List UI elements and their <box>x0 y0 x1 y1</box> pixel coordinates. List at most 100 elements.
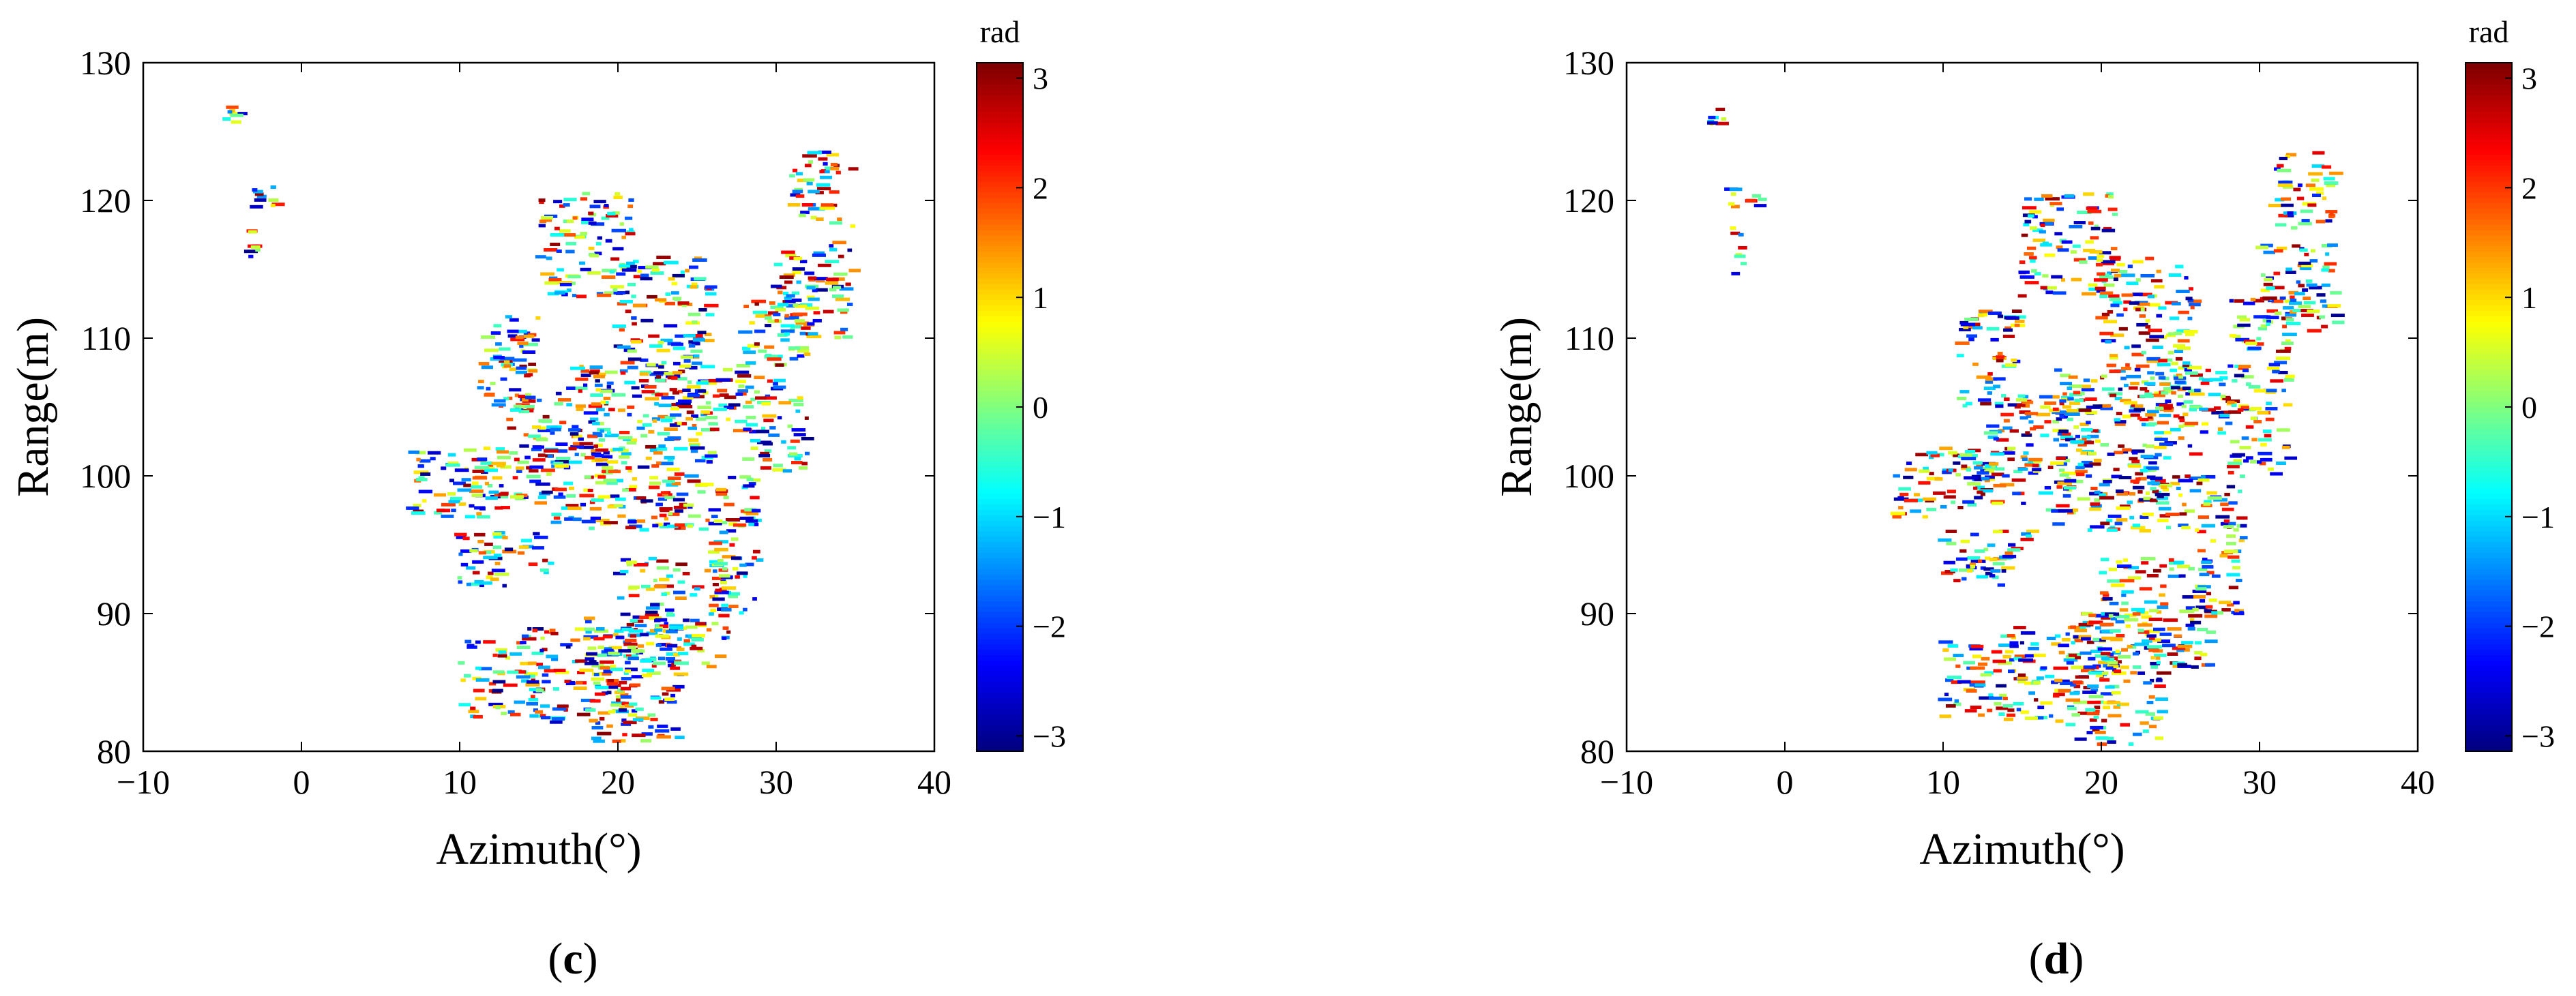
scatter-point <box>2017 676 2028 680</box>
scatter-point <box>2092 728 2100 732</box>
scatter-point <box>667 457 674 462</box>
scatter-point <box>794 304 808 308</box>
scatter-point <box>726 630 731 634</box>
scatter-point <box>641 674 653 678</box>
colorbar-swatch <box>977 644 1023 650</box>
scatter-point <box>618 449 629 453</box>
scatter-point <box>2099 591 2109 595</box>
scatter-point <box>1929 472 1934 476</box>
scatter-point <box>516 641 523 645</box>
scatter-point <box>518 394 529 398</box>
scatter-point <box>2090 379 2098 383</box>
scatter-point <box>705 415 717 419</box>
scatter-point <box>835 170 841 175</box>
scatter-point <box>1962 500 1974 504</box>
scatter-point <box>2040 701 2053 705</box>
scatter-point <box>2181 526 2191 530</box>
scatter-point <box>1965 402 1972 406</box>
colorbar-swatch <box>977 192 1023 198</box>
scatter-point <box>685 417 693 421</box>
scatter-point <box>2032 228 2043 232</box>
scatter-point <box>596 627 605 631</box>
scatter-point <box>2268 363 2280 367</box>
colorbar-swatch <box>977 170 1023 177</box>
colorbar-swatch <box>977 686 1023 693</box>
scatter-point <box>254 198 267 202</box>
scatter-point <box>784 316 799 320</box>
scatter-point <box>2140 455 2154 459</box>
scatter-point <box>726 529 737 533</box>
scatter-point <box>787 446 797 450</box>
scatter-point <box>2101 657 2110 661</box>
scatter-point <box>2219 413 2230 417</box>
scatter-point <box>2284 346 2292 350</box>
colorbar-swatch <box>2466 84 2512 91</box>
scatter-point <box>794 457 801 461</box>
scatter-point <box>2311 194 2321 198</box>
scatter-point <box>671 376 678 380</box>
scatter-point <box>592 453 604 457</box>
colorbar-swatch <box>977 611 1023 618</box>
scatter-point <box>2194 389 2201 393</box>
scatter-point <box>2327 243 2338 247</box>
scatter-point <box>504 547 514 552</box>
scatter-point <box>478 551 486 555</box>
scatter-point <box>2106 363 2116 367</box>
colorbar-swatch <box>977 396 1023 403</box>
scatter-point <box>1943 560 1956 564</box>
scatter-point <box>675 334 685 338</box>
scatter-point <box>2028 420 2034 424</box>
scatter-point <box>649 448 657 452</box>
scatter-point <box>556 249 562 253</box>
scatter-point <box>2327 304 2341 308</box>
scatter-point <box>1904 468 1917 472</box>
scatter-point <box>808 190 820 194</box>
colorbar-tick-label: 2 <box>2521 170 2537 205</box>
scatter-point <box>804 164 812 168</box>
colorbar-swatch <box>2466 288 2512 295</box>
scatter-point <box>2024 716 2038 721</box>
scatter-point <box>2255 342 2264 346</box>
scatter-point <box>509 712 521 716</box>
scatter-point <box>749 429 757 434</box>
scatter-point <box>2121 601 2129 605</box>
scatter-point <box>618 649 632 653</box>
scatter-point <box>651 664 657 668</box>
scatter-point <box>555 391 562 395</box>
scatter-point <box>2007 548 2021 552</box>
y-tick-label: 130 <box>1563 44 1614 82</box>
scatter-point <box>2190 620 2202 624</box>
scatter-point <box>2065 438 2076 442</box>
scatter-point <box>2122 414 2131 419</box>
scatter-point <box>2262 318 2270 322</box>
scatter-point <box>631 295 636 299</box>
scatter-point <box>593 444 598 448</box>
scatter-points-d <box>1707 107 2345 746</box>
scatter-point <box>2090 504 2102 508</box>
scatter-point <box>2082 384 2091 389</box>
scatter-point <box>601 275 616 279</box>
scatter-point <box>2030 259 2036 263</box>
scatter-point <box>681 526 685 530</box>
colorbar-swatch <box>977 622 1023 629</box>
scatter-point <box>631 675 644 679</box>
scatter-point <box>2059 473 2069 477</box>
scatter-point <box>2107 736 2114 740</box>
scatter-point <box>800 211 810 215</box>
scatter-point <box>2206 630 2217 634</box>
scatter-point <box>799 331 806 335</box>
scatter-point <box>705 313 715 317</box>
colorbar-swatch <box>2466 455 2512 462</box>
scatter-point <box>583 488 591 492</box>
scatter-point <box>2301 264 2313 268</box>
scatter-point <box>2232 453 2245 457</box>
scatter-point <box>2088 657 2096 661</box>
scatter-point <box>488 464 494 468</box>
scatter-point <box>833 272 848 276</box>
scatter-point <box>2248 384 2261 389</box>
colorbar-swatch <box>977 218 1023 225</box>
scatter-point <box>550 427 561 432</box>
scatter-point <box>581 220 589 224</box>
scatter-point <box>2140 468 2148 472</box>
scatter-point <box>1987 543 1996 547</box>
